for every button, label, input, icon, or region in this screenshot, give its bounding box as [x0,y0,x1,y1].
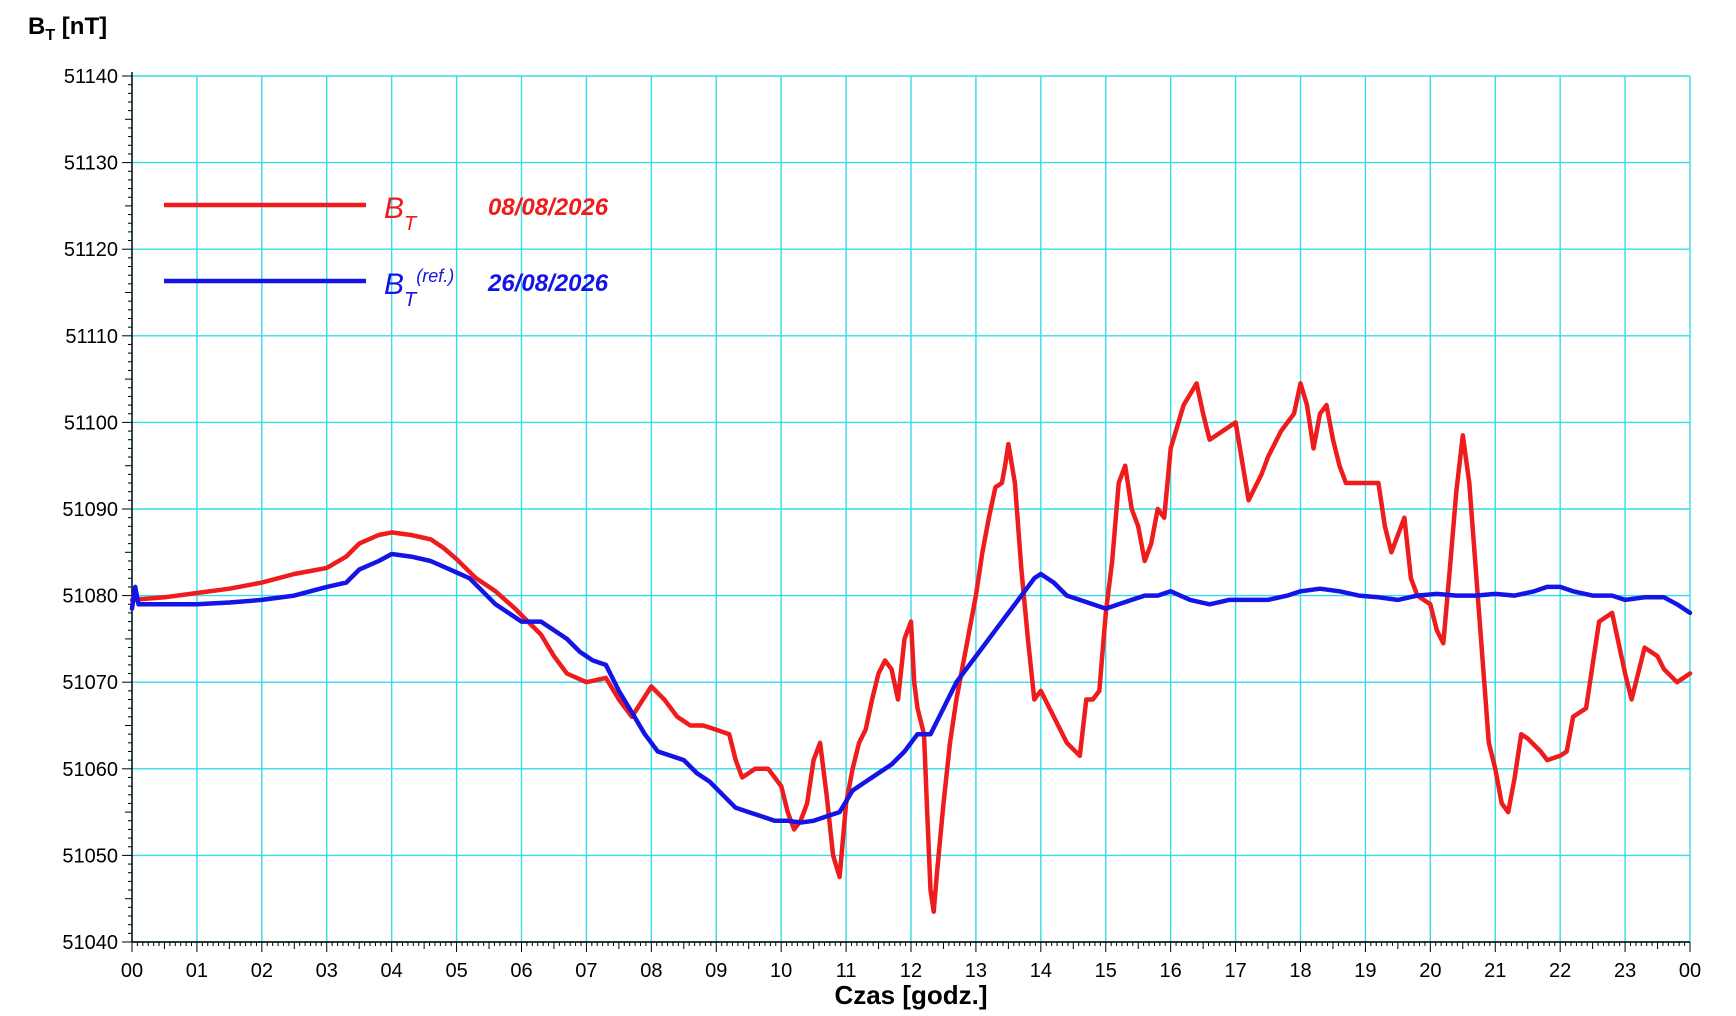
legend: BT 08/08/2026 BT(ref.) 26/08/2026 [164,192,609,311]
x-tick-label: 13 [965,960,987,982]
x-tick-label: 00 [1679,960,1701,982]
x-tick-label: 18 [1289,960,1311,982]
axis: 51040 51050 51060 51070 51080 51090 51100 51110… [62,66,1701,982]
x-tick-label: 03 [316,960,338,982]
x-tick-label: 00 [121,960,143,982]
x-tick-label: 08 [640,960,662,982]
x-axis-label: Czas [godz.] [834,980,987,1010]
x-tick-label: 02 [251,960,273,982]
x-tick-label: 09 [705,960,727,982]
legend-symbol: BT(ref.) [384,266,454,311]
x-tick-label: 19 [1354,960,1376,982]
legend-date: 26/08/2026 [487,270,609,297]
x-tick-label: 17 [1224,960,1246,982]
x-tick-label: 11 [836,960,857,982]
x-tick-label: 01 [186,960,208,982]
y-tick-label: 51120 [64,239,118,261]
x-tick-label: 21 [1484,960,1506,982]
x-tick-label: 07 [575,960,597,982]
x-tick-label: 22 [1549,960,1571,982]
legend-symbol: BT [384,192,418,235]
x-tick-label: 05 [445,960,467,982]
y-tick-label: 51070 [62,672,118,694]
x-tick-label: 16 [1160,960,1182,982]
x-tick-label: 06 [510,960,532,982]
x-tick-label: 15 [1095,960,1117,982]
y-tick-label: 51080 [62,586,118,608]
x-tick-label: 23 [1614,960,1636,982]
x-tick-label: 12 [900,960,922,982]
series-line-2 [129,551,1693,825]
x-tick-label: 20 [1419,960,1441,982]
x-tick-label: 14 [1030,960,1052,982]
y-tick-label: 51100 [64,412,118,434]
legend-date: 08/08/2026 [488,194,609,221]
y-tick-label: 51130 [64,153,118,175]
series-group [129,381,1693,914]
y-tick-label: 51060 [62,759,118,781]
x-tick-label: 04 [381,960,403,982]
y-axis-label: BT [nT] [28,13,107,44]
y-tick-label: 51040 [62,932,118,954]
y-tick-label: 51050 [62,845,118,867]
y-tick-label: 51090 [62,499,118,521]
y-tick-label: 51140 [64,66,118,88]
series-line-1 [129,381,1693,914]
grid [131,75,1691,943]
x-tick-label: 10 [770,960,792,982]
y-tick-label: 51110 [65,326,118,348]
